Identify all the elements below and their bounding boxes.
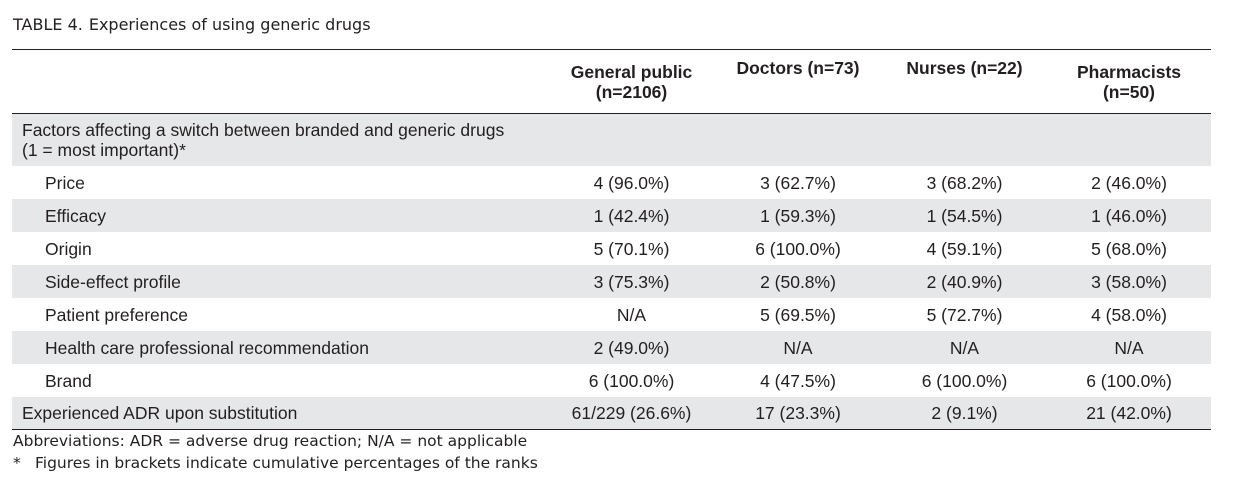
cell-nurses: 1 (54.5%)	[882, 199, 1047, 232]
header-cell-empty	[12, 49, 549, 114]
table-row-price: Price 4 (96.0%) 3 (62.7%) 3 (68.2%) 2 (4…	[12, 166, 1211, 199]
table-row-side-effect-profile: Side-effect profile 3 (75.3%) 2 (50.8%) …	[12, 265, 1211, 298]
footnote-abbreviations: Abbreviations: ADR = adverse drug reacti…	[13, 432, 528, 450]
row-label: Brand	[45, 370, 92, 391]
row-label: Origin	[45, 238, 92, 259]
table-footnotes: Abbreviations: ADR = adverse drug reacti…	[13, 430, 538, 474]
row-label: Health care professional recommendation	[12, 331, 549, 364]
header-row: General public (n=2106) Doctors (n=73) N…	[12, 49, 1211, 114]
cell-nurses: 3 (68.2%)	[926, 172, 1003, 193]
cell-general-public: 6 (100.0%)	[588, 370, 675, 391]
header-nurses: Nurses (n=22)	[882, 49, 1047, 114]
cell-doctors: 2 (50.8%)	[714, 265, 882, 298]
footnote-star: * Figures in brackets indicate cumulative…	[13, 452, 538, 474]
header-doctors: Doctors (n=73)	[714, 49, 882, 114]
table-caption: TABLE 4. Experiences of using generic dru…	[13, 15, 371, 34]
row-label: Patient preference	[45, 304, 189, 325]
cell-nurses: 4 (59.1%)	[926, 238, 1003, 259]
header-line: (n=2106)	[595, 81, 668, 102]
cell-pharmacists: 21 (42.0%)	[1047, 397, 1211, 430]
header-line: (n=50)	[1102, 81, 1156, 102]
footnote-star-text: Figures in brackets indicate cumulative …	[35, 454, 538, 472]
header-general-public: General public (n=2106)	[549, 49, 714, 114]
section-header-cell: Factors affecting a switch between brand…	[12, 113, 1211, 166]
section-header-row: Factors affecting a switch between brand…	[12, 113, 1211, 166]
cell-general-public: 5 (70.1%)	[593, 238, 670, 259]
table-row-patient-preference: Patient preference N/A 5 (69.5%) 5 (72.7…	[12, 298, 1211, 331]
table-row-experienced-adr: Experienced ADR upon substitution 61/229…	[12, 397, 1211, 430]
cell-doctors: 4 (47.5%)	[760, 370, 836, 391]
data-table: General public (n=2106) Doctors (n=73) N…	[12, 49, 1211, 430]
header-line: Nurses (n=22)	[906, 58, 1023, 78]
section-header-line: (1 = most important)*	[22, 140, 186, 160]
cell-pharmacists: N/A	[1047, 331, 1211, 364]
cell-doctors: 6 (100.0%)	[755, 238, 841, 259]
section-header-line: Factors affecting a switch between brand…	[22, 120, 505, 140]
row-label: Experienced ADR upon substitution	[12, 397, 549, 430]
cell-nurses: N/A	[882, 331, 1047, 364]
cell-general-public: 61/229 (26.6%)	[549, 397, 714, 430]
cell-nurses: 2 (9.1%)	[882, 397, 1047, 430]
cell-general-public: 4 (96.0%)	[593, 172, 670, 193]
cell-nurses: 5 (72.7%)	[926, 304, 1003, 325]
footnote-star-marker: *	[13, 454, 21, 472]
cell-general-public: 1 (42.4%)	[549, 199, 714, 232]
table-row-brand: Brand 6 (100.0%) 4 (47.5%) 6 (100.0%) 6 …	[12, 364, 1211, 397]
table-row-hcp-recommendation: Health care professional recommendation …	[12, 331, 1211, 364]
row-label: Side-effect profile	[12, 265, 549, 298]
cell-pharmacists: 2 (46.0%)	[1091, 172, 1167, 193]
cell-general-public: 3 (75.3%)	[549, 265, 714, 298]
cell-pharmacists: 3 (58.0%)	[1047, 265, 1211, 298]
cell-nurses: 2 (40.9%)	[882, 265, 1047, 298]
header-line: Doctors (n=73)	[736, 58, 860, 78]
cell-pharmacists: 6 (100.0%)	[1086, 370, 1172, 391]
header-pharmacists: Pharmacists (n=50)	[1047, 49, 1211, 114]
row-label: Price	[45, 172, 85, 193]
table-number: TABLE 4.	[13, 15, 83, 34]
cell-pharmacists: 4 (58.0%)	[1091, 304, 1167, 325]
cell-doctors: 17 (23.3%)	[714, 397, 882, 430]
cell-pharmacists: 1 (46.0%)	[1047, 199, 1211, 232]
cell-doctors: 3 (62.7%)	[760, 172, 836, 193]
cell-pharmacists: 5 (68.0%)	[1091, 238, 1167, 259]
cell-general-public: N/A	[616, 304, 647, 325]
cell-doctors: 1 (59.3%)	[714, 199, 882, 232]
table-row-efficacy: Efficacy 1 (42.4%) 1 (59.3%) 1 (54.5%) 1…	[12, 199, 1211, 232]
header-line: Pharmacists	[1076, 61, 1182, 82]
table-row-origin: Origin 5 (70.1%) 6 (100.0%) 4 (59.1%) 5 …	[12, 232, 1211, 265]
header-line: General public	[570, 61, 693, 82]
table-title: Experiences of using generic drugs	[88, 15, 371, 34]
cell-nurses: 6 (100.0%)	[921, 370, 1008, 391]
cell-doctors: 5 (69.5%)	[760, 304, 836, 325]
cell-general-public: 2 (49.0%)	[549, 331, 714, 364]
row-label: Efficacy	[12, 199, 549, 232]
cell-doctors: N/A	[714, 331, 882, 364]
